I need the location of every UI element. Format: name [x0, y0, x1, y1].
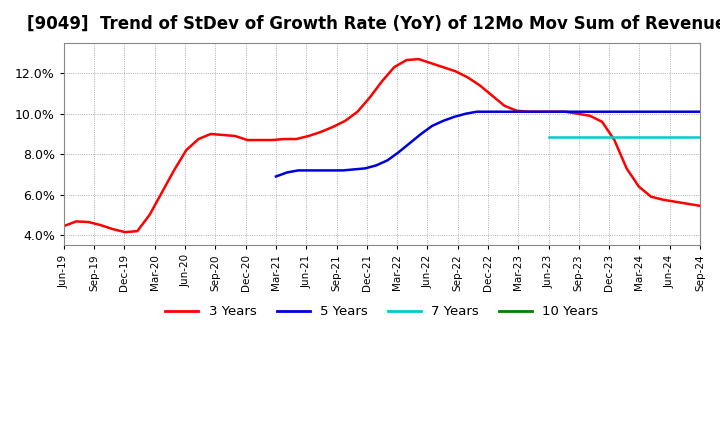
Legend: 3 Years, 5 Years, 7 Years, 10 Years: 3 Years, 5 Years, 7 Years, 10 Years [161, 300, 603, 324]
Title: [9049]  Trend of StDev of Growth Rate (YoY) of 12Mo Mov Sum of Revenues: [9049] Trend of StDev of Growth Rate (Yo… [27, 15, 720, 33]
